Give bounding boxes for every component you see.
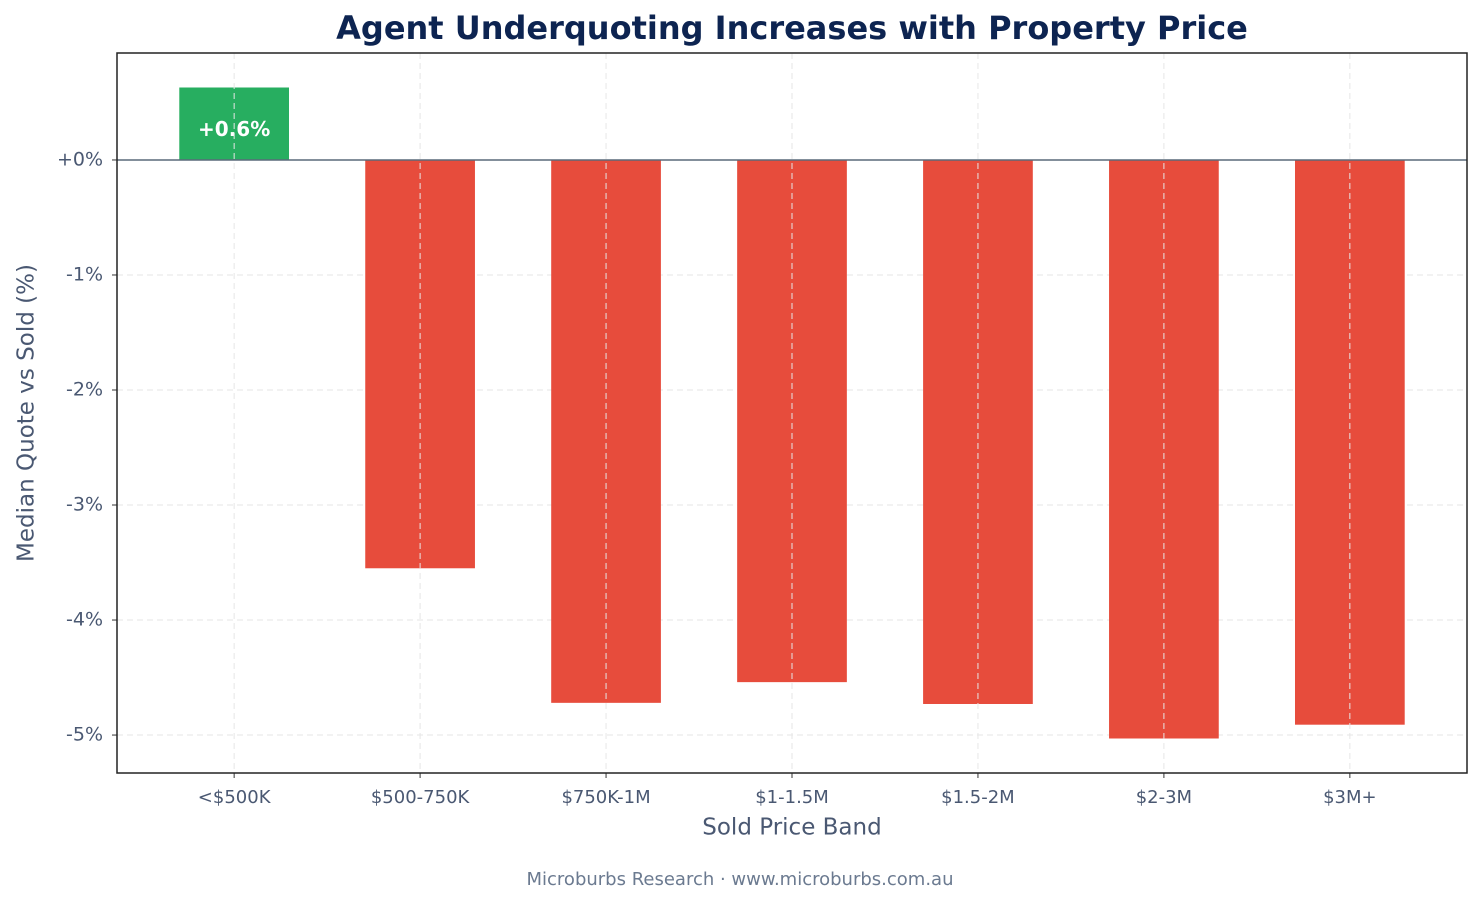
chart-title: Agent Underquoting Increases with Proper… [336, 9, 1248, 47]
plot-frame [116, 52, 1468, 774]
x-tick-label: $3M+ [1323, 787, 1377, 808]
x-axis-label: Sold Price Band [702, 815, 881, 841]
y-tick-label: -4% [66, 609, 103, 631]
bar [551, 159, 661, 703]
footer: Microburbs Research · www.microburbs.com… [527, 869, 954, 890]
y-tick-label: -1% [66, 263, 103, 285]
y-axis-label: Median Quote vs Sold (%) [14, 264, 40, 562]
x-tick-label: $2-3M [1136, 787, 1192, 808]
y-tick-label: -5% [66, 724, 103, 746]
bar [923, 159, 1033, 704]
x-tick-label: $1-1.5M [755, 787, 829, 808]
x-tick-label: <$500K [198, 787, 272, 808]
x-tick-label: $1.5-2M [941, 787, 1015, 808]
x-tick-label: $500-750K [371, 787, 471, 808]
x-tick-label: $750K-1M [561, 787, 650, 808]
y-tick-label: -2% [66, 378, 103, 400]
y-tick-label: +0% [57, 148, 103, 170]
y-tick-label: -3% [66, 494, 103, 516]
